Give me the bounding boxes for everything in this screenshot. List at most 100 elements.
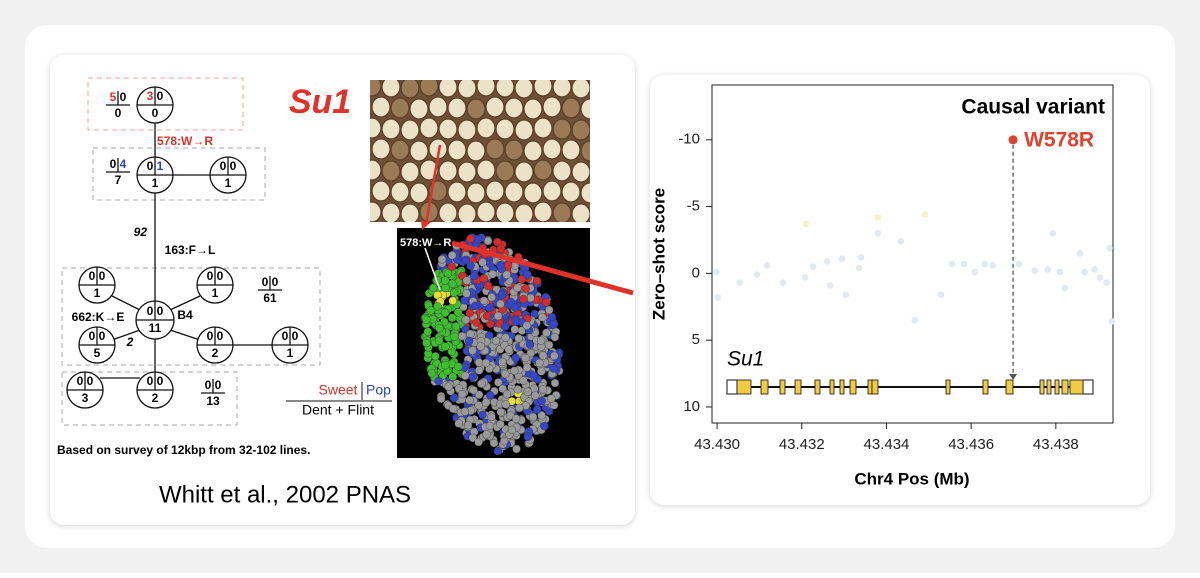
pointer — [424, 247, 441, 291]
atom — [454, 419, 463, 428]
point — [1106, 244, 1113, 252]
citation: Whitt et al., 2002 PNAS — [159, 481, 411, 508]
node-count: 3 — [82, 391, 89, 405]
atom — [532, 276, 542, 286]
atom — [486, 391, 495, 400]
corn-photo — [370, 80, 590, 222]
kernel — [466, 182, 486, 204]
fraction-count: 0 — [120, 90, 127, 104]
node-count: 0 — [152, 106, 159, 120]
mutation-label: 163:F→L — [165, 243, 216, 257]
atom — [504, 345, 513, 354]
node-count: 0 — [220, 159, 227, 173]
kernel — [370, 159, 382, 181]
atom — [470, 271, 479, 281]
atom — [501, 322, 510, 331]
atom — [507, 425, 517, 435]
atom — [519, 376, 528, 385]
node-count: 1 — [212, 286, 219, 300]
atom — [448, 404, 458, 413]
group-box — [92, 147, 266, 201]
node-count: 0 — [89, 269, 96, 283]
highlight-label: W578R — [1024, 128, 1094, 151]
atom — [513, 283, 522, 292]
x-tick-label: 43.434 — [864, 436, 910, 453]
atom — [547, 312, 557, 322]
exon — [814, 379, 821, 395]
atom — [511, 353, 520, 363]
gene-label: Su1 — [727, 348, 764, 371]
fraction-count: 0 — [272, 275, 279, 289]
atom — [422, 338, 431, 348]
fraction-count: 0 — [205, 378, 212, 392]
atom — [437, 255, 447, 264]
atom — [474, 437, 483, 447]
atom — [491, 336, 501, 345]
atom — [487, 293, 496, 302]
kernel — [485, 96, 505, 118]
kernel — [390, 181, 410, 203]
branch-count: 92 — [134, 225, 148, 239]
node-count: 0 — [207, 269, 214, 283]
point — [1049, 229, 1057, 237]
atom — [466, 234, 475, 243]
node-count: 3 — [147, 89, 154, 103]
atom — [448, 251, 457, 260]
atom — [510, 366, 519, 375]
atom — [450, 332, 459, 341]
point — [855, 264, 863, 272]
atom — [434, 336, 444, 345]
point — [1096, 274, 1104, 281]
kernel — [370, 117, 382, 139]
fraction-count: 0 — [115, 106, 122, 120]
kernel — [438, 160, 458, 182]
point — [838, 255, 846, 262]
atom — [549, 364, 558, 373]
kernel — [476, 201, 496, 222]
kernel — [542, 180, 562, 202]
point — [842, 291, 850, 299]
kernel — [514, 203, 534, 222]
atom — [448, 313, 457, 322]
point — [826, 282, 834, 289]
atom — [547, 394, 556, 403]
point — [874, 229, 882, 237]
y-tick-label: -5 — [687, 198, 700, 215]
kernel — [409, 182, 429, 204]
kernel — [457, 203, 477, 222]
group-box — [61, 267, 321, 366]
node-count: 0 — [99, 329, 106, 343]
point — [897, 238, 905, 245]
atom — [536, 336, 546, 345]
node-count: 0 — [157, 304, 164, 318]
point — [823, 258, 831, 265]
kernel — [400, 161, 420, 183]
point — [1061, 284, 1069, 292]
kernel — [495, 202, 515, 222]
kernel — [504, 139, 524, 161]
point — [1103, 279, 1110, 287]
atom — [549, 320, 558, 329]
atom — [465, 396, 474, 405]
kernel — [400, 119, 420, 141]
kernel — [476, 80, 496, 97]
exon — [736, 379, 752, 395]
kernel — [371, 138, 391, 160]
kernel — [438, 202, 458, 222]
point — [714, 294, 722, 301]
kernel — [381, 160, 401, 182]
kernel — [580, 182, 590, 204]
kernel — [571, 161, 590, 183]
atom — [496, 244, 505, 254]
atom — [448, 279, 457, 288]
atom — [496, 260, 505, 270]
atom — [522, 363, 532, 372]
atom — [529, 371, 538, 380]
atom — [545, 305, 554, 315]
node-count: 0 — [147, 304, 154, 318]
kernel — [409, 98, 429, 120]
atom — [462, 289, 471, 298]
node-count: 0 — [217, 329, 224, 343]
atom — [496, 407, 505, 417]
legend-dent-flint: Dent + Flint — [302, 402, 374, 418]
